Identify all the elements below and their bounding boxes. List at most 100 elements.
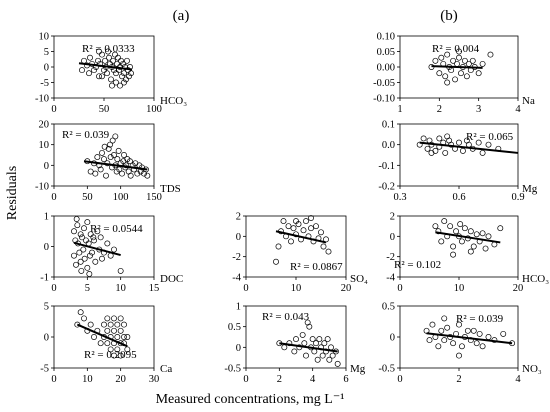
x-tick-label: 10	[82, 374, 93, 385]
data-point	[74, 222, 81, 229]
y-tick-label: 0.1	[382, 120, 395, 131]
x-tick-label: 0	[243, 283, 248, 294]
data-point	[115, 147, 122, 154]
data-point	[309, 336, 316, 343]
data-point	[291, 348, 298, 355]
data-point	[321, 340, 328, 347]
data-point	[120, 60, 126, 67]
y-axis-title: Residuals	[5, 166, 20, 220]
data-point	[299, 331, 306, 338]
data-point	[114, 346, 121, 353]
data-point	[479, 230, 486, 237]
data-point	[114, 156, 121, 163]
data-point	[107, 346, 114, 353]
data-point	[97, 340, 104, 347]
data-point	[306, 323, 313, 330]
trend-line	[279, 342, 338, 353]
data-point	[76, 249, 83, 256]
data-point	[441, 218, 448, 225]
data-point	[459, 147, 466, 154]
data-point	[441, 337, 448, 344]
data-point	[95, 57, 101, 64]
variable-label: TDS	[160, 183, 181, 195]
data-point	[81, 57, 87, 64]
x-tick-label: 0	[51, 192, 56, 203]
data-point	[450, 243, 457, 250]
data-point	[117, 327, 124, 334]
x-tick-label: 100	[146, 104, 162, 115]
data-point	[117, 267, 124, 274]
data-point	[469, 57, 476, 64]
data-point	[121, 152, 127, 158]
data-point	[432, 147, 439, 154]
r2-label: R² = 0.043	[262, 311, 310, 323]
data-point	[123, 162, 129, 169]
data-point	[97, 234, 104, 241]
y-tick-label: 0.00	[377, 63, 395, 74]
data-point	[107, 154, 114, 161]
data-point	[119, 170, 125, 177]
data-point	[94, 228, 101, 235]
data-point	[114, 60, 120, 67]
variable-label: DOC	[160, 273, 183, 285]
data-point	[320, 243, 327, 250]
x-tick-label: 2	[437, 104, 442, 115]
data-point	[105, 48, 111, 55]
data-point	[101, 156, 107, 163]
data-point	[442, 73, 449, 80]
plot-frame	[245, 305, 347, 369]
data-point	[436, 135, 443, 142]
x-tick-label: 5	[85, 283, 90, 294]
data-point	[104, 240, 111, 247]
panel-label-b: (b)	[440, 8, 458, 24]
data-point	[103, 172, 109, 179]
data-point	[326, 356, 333, 363]
data-point	[77, 258, 84, 265]
x-tick-label: 10	[454, 283, 465, 294]
data-point	[91, 237, 97, 244]
data-point	[334, 360, 341, 367]
y-tick-label: 0	[236, 232, 241, 243]
data-point	[112, 51, 118, 58]
data-point	[273, 258, 279, 265]
trend-line	[419, 141, 519, 154]
data-point	[485, 233, 492, 240]
y-tick-label: 0	[44, 333, 49, 344]
data-point	[301, 340, 308, 347]
data-point	[110, 57, 116, 64]
data-point	[475, 139, 482, 146]
data-point	[112, 133, 119, 140]
data-point	[87, 252, 93, 259]
data-point	[485, 141, 492, 148]
data-point	[81, 255, 88, 262]
data-point	[285, 223, 292, 230]
data-point	[313, 223, 319, 230]
trend-line	[73, 241, 121, 257]
data-point	[442, 149, 449, 156]
y-tick-label: 0	[44, 242, 49, 253]
data-point	[102, 57, 108, 64]
data-point	[92, 258, 99, 265]
data-point	[84, 219, 91, 226]
data-point	[308, 225, 314, 232]
data-point	[128, 70, 134, 77]
x-tick-label: 0	[51, 374, 56, 385]
y-tick-label: 0	[390, 232, 395, 243]
r2-label: R² = 0.102	[394, 259, 441, 271]
data-point	[429, 321, 436, 328]
data-point	[436, 70, 443, 77]
data-point	[111, 152, 117, 158]
data-point	[77, 231, 84, 238]
data-point	[114, 321, 121, 328]
data-point	[134, 170, 141, 177]
x-tick-label: 20	[513, 283, 524, 294]
data-point	[424, 145, 431, 152]
data-point	[458, 70, 464, 77]
y-tick-label: 10	[39, 140, 50, 151]
data-point	[107, 141, 113, 148]
data-point	[304, 319, 311, 326]
variable-label: Ca	[160, 363, 172, 375]
